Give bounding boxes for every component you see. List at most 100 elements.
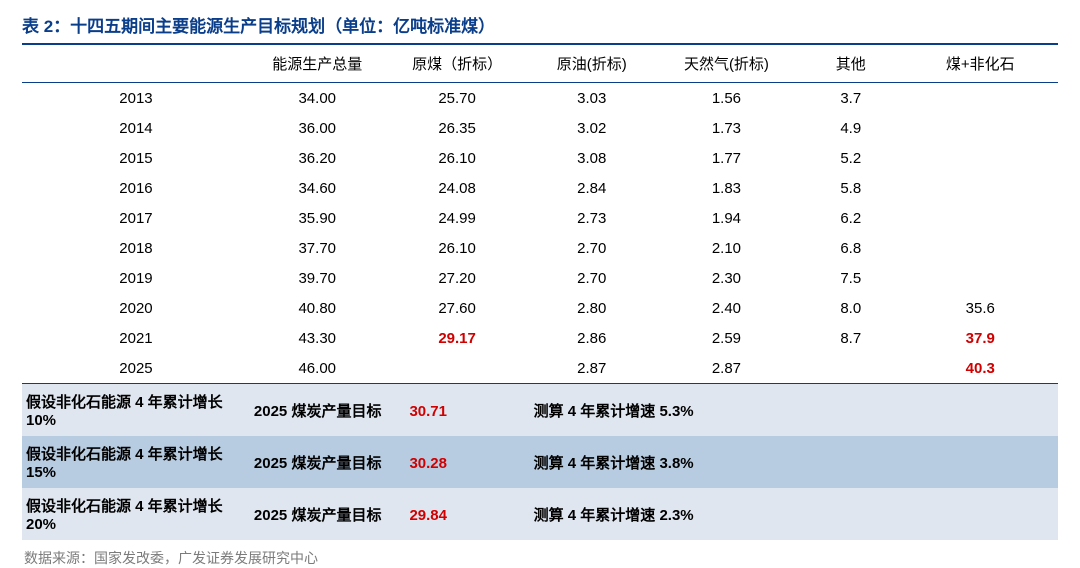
cell-total: 37.70 xyxy=(250,233,385,263)
cell-oil: 2.80 xyxy=(530,293,654,323)
cell-coal: 27.60 xyxy=(385,293,530,323)
col-coal: 原煤（折标） xyxy=(385,44,530,83)
cell-year: 2019 xyxy=(22,263,250,293)
cell-oil: 3.03 xyxy=(530,83,654,114)
cell-gas: 1.94 xyxy=(654,203,799,233)
scenario-label: 2025 煤炭产量目标30.71 xyxy=(250,384,530,437)
cell-year: 2025 xyxy=(22,353,250,384)
scenario-assumption: 假设非化石能源 4 年累计增长 10% xyxy=(22,384,250,437)
cell-coal: 25.70 xyxy=(385,83,530,114)
col-oil: 原油(折标) xyxy=(530,44,654,83)
scenario-row: 假设非化石能源 4 年累计增长 10%2025 煤炭产量目标30.71测算 4 … xyxy=(22,384,1058,437)
cell-year: 2018 xyxy=(22,233,250,263)
cell-gas: 1.77 xyxy=(654,143,799,173)
col-total: 能源生产总量 xyxy=(250,44,385,83)
cell-other: 7.5 xyxy=(799,263,903,293)
cell-coal: 26.10 xyxy=(385,233,530,263)
table-row: 201634.6024.082.841.835.8 xyxy=(22,173,1058,203)
cell-gas: 1.73 xyxy=(654,113,799,143)
cell-sum: 40.3 xyxy=(903,353,1058,384)
cell-oil: 3.08 xyxy=(530,143,654,173)
cell-other: 8.0 xyxy=(799,293,903,323)
cell-year: 2021 xyxy=(22,323,250,353)
table-row: 202143.3029.172.862.598.737.9 xyxy=(22,323,1058,353)
cell-total: 35.90 xyxy=(250,203,385,233)
cell-total: 36.00 xyxy=(250,113,385,143)
table-title: 表 2：十四五期间主要能源生产目标规划（单位：亿吨标准煤） xyxy=(22,12,1058,37)
cell-sum xyxy=(903,233,1058,263)
col-year xyxy=(22,44,250,83)
scenario-row: 假设非化石能源 4 年累计增长 20%2025 煤炭产量目标29.84测算 4 … xyxy=(22,488,1058,540)
cell-sum xyxy=(903,113,1058,143)
cell-coal: 24.08 xyxy=(385,173,530,203)
cell-gas: 1.56 xyxy=(654,83,799,114)
cell-year: 2015 xyxy=(22,143,250,173)
energy-table: 能源生产总量 原煤（折标） 原油(折标) 天然气(折标) 其他 煤+非化石 20… xyxy=(22,43,1058,540)
cell-gas: 1.83 xyxy=(654,173,799,203)
cell-gas: 2.59 xyxy=(654,323,799,353)
cell-other: 4.9 xyxy=(799,113,903,143)
col-gas: 天然气(折标) xyxy=(654,44,799,83)
table-row: 202546.00 2.872.87 40.3 xyxy=(22,353,1058,384)
cell-other xyxy=(799,353,903,384)
cell-other: 6.8 xyxy=(799,233,903,263)
col-other: 其他 xyxy=(799,44,903,83)
cell-oil: 3.02 xyxy=(530,113,654,143)
cell-year: 2017 xyxy=(22,203,250,233)
cell-total: 43.30 xyxy=(250,323,385,353)
cell-gas: 2.30 xyxy=(654,263,799,293)
cell-sum xyxy=(903,203,1058,233)
cell-total: 46.00 xyxy=(250,353,385,384)
cell-oil: 2.70 xyxy=(530,263,654,293)
cell-year: 2020 xyxy=(22,293,250,323)
cell-other: 6.2 xyxy=(799,203,903,233)
scenario-assumption: 假设非化石能源 4 年累计增长 20% xyxy=(22,488,250,540)
cell-gas: 2.10 xyxy=(654,233,799,263)
cell-year: 2014 xyxy=(22,113,250,143)
table-row: 201837.7026.102.702.106.8 xyxy=(22,233,1058,263)
table-row: 202040.8027.602.802.408.035.6 xyxy=(22,293,1058,323)
cell-other: 5.2 xyxy=(799,143,903,173)
cell-sum xyxy=(903,83,1058,114)
cell-coal: 27.20 xyxy=(385,263,530,293)
data-source-footer: 数据来源：国家发改委，广发证券发展研究中心 xyxy=(22,548,1058,568)
table-row: 201334.0025.703.031.563.7 xyxy=(22,83,1058,114)
scenario-label: 2025 煤炭产量目标30.28 xyxy=(250,436,530,488)
scenario-calculation: 测算 4 年累计增速 3.8% xyxy=(530,436,1058,488)
cell-oil: 2.86 xyxy=(530,323,654,353)
cell-coal: 24.99 xyxy=(385,203,530,233)
cell-oil: 2.87 xyxy=(530,353,654,384)
cell-total: 34.60 xyxy=(250,173,385,203)
scenario-row: 假设非化石能源 4 年累计增长 15%2025 煤炭产量目标30.28测算 4 … xyxy=(22,436,1058,488)
cell-sum xyxy=(903,143,1058,173)
table-header-row: 能源生产总量 原煤（折标） 原油(折标) 天然气(折标) 其他 煤+非化石 xyxy=(22,44,1058,83)
col-sum: 煤+非化石 xyxy=(903,44,1058,83)
cell-other: 3.7 xyxy=(799,83,903,114)
cell-coal: 29.17 xyxy=(385,323,530,353)
scenario-calculation: 测算 4 年累计增速 2.3% xyxy=(530,488,1058,540)
cell-oil: 2.70 xyxy=(530,233,654,263)
table-row: 201436.0026.353.021.734.9 xyxy=(22,113,1058,143)
scenario-label: 2025 煤炭产量目标29.84 xyxy=(250,488,530,540)
table-row: 201536.2026.103.081.775.2 xyxy=(22,143,1058,173)
scenario-calculation: 测算 4 年累计增速 5.3% xyxy=(530,384,1058,437)
table-row: 201939.7027.202.702.307.5 xyxy=(22,263,1058,293)
cell-sum xyxy=(903,263,1058,293)
cell-sum: 35.6 xyxy=(903,293,1058,323)
cell-coal: 26.35 xyxy=(385,113,530,143)
scenario-assumption: 假设非化石能源 4 年累计增长 15% xyxy=(22,436,250,488)
table-row: 201735.9024.992.731.946.2 xyxy=(22,203,1058,233)
cell-year: 2016 xyxy=(22,173,250,203)
cell-other: 5.8 xyxy=(799,173,903,203)
cell-year: 2013 xyxy=(22,83,250,114)
cell-gas: 2.87 xyxy=(654,353,799,384)
cell-gas: 2.40 xyxy=(654,293,799,323)
cell-sum: 37.9 xyxy=(903,323,1058,353)
cell-total: 36.20 xyxy=(250,143,385,173)
cell-oil: 2.84 xyxy=(530,173,654,203)
cell-coal: 26.10 xyxy=(385,143,530,173)
cell-total: 39.70 xyxy=(250,263,385,293)
cell-sum xyxy=(903,173,1058,203)
cell-total: 40.80 xyxy=(250,293,385,323)
cell-oil: 2.73 xyxy=(530,203,654,233)
